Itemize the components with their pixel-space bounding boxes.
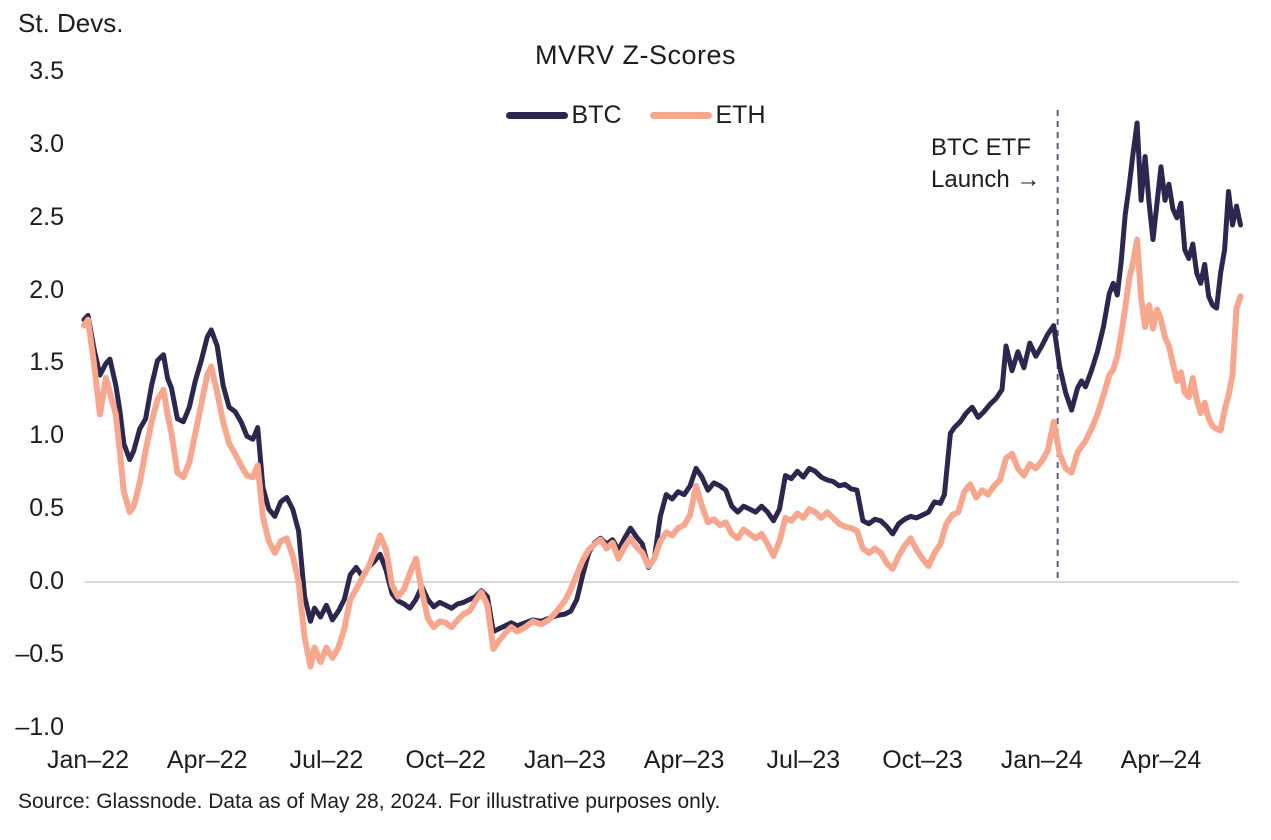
y-tick-3.5: 3.5 [29,57,64,86]
y-axis-title: St. Devs. [18,8,124,38]
annotation-line2: Launch → [931,166,1041,193]
legend-label-eth: ETH [715,100,766,129]
btc-series-line [81,120,1243,634]
y-tick-2.0: 2.0 [29,275,64,304]
chart-title: MVRV Z-Scores [534,40,737,70]
legend-item-eth: ETH [649,100,766,130]
x-tick-Jan–22: Jan–22 [46,746,130,774]
eth-series-line [81,236,1244,670]
y-tick-0.5: 0.5 [29,494,64,523]
legend: BTC ETH [0,100,1271,130]
x-tick-Apr–22: Apr–22 [166,746,248,774]
y-tick-2.5: 2.5 [29,202,64,231]
y-tick-0.0: 0.0 [29,567,64,595]
x-tick-Apr–23: Apr–23 [643,746,725,774]
annotation-line1: BTC ETF [931,134,1031,161]
y-tick-1.0: 1.0 [29,421,64,450]
legend-item-btc: BTC [505,100,622,130]
legend-label-btc: BTC [571,100,622,129]
btc-etf-launch-annotation: BTC ETF Launch → [931,132,1040,196]
x-tick-Oct–23: Oct–23 [882,746,963,774]
x-tick-Jul–23: Jul–23 [766,746,841,774]
y-tick-3.0: 3.0 [29,129,64,158]
x-tick-Apr–24: Apr–24 [1120,746,1202,774]
y-tick-–1.0: –1.0 [15,712,64,741]
x-tick-Jan–24: Jan–24 [1000,746,1083,774]
source-note: Source: Glassnode. Data as of May 28, 20… [18,790,721,813]
y-tick-–0.5: –0.5 [15,639,64,668]
btc-line-swatch-icon [505,111,568,119]
x-tick-Jan–23: Jan–23 [523,746,606,774]
y-tick-1.5: 1.5 [29,348,64,377]
x-tick-Oct–22: Oct–22 [405,746,486,774]
x-tick-Jul–22: Jul–22 [289,746,364,774]
eth-line-swatch-icon [649,111,712,119]
